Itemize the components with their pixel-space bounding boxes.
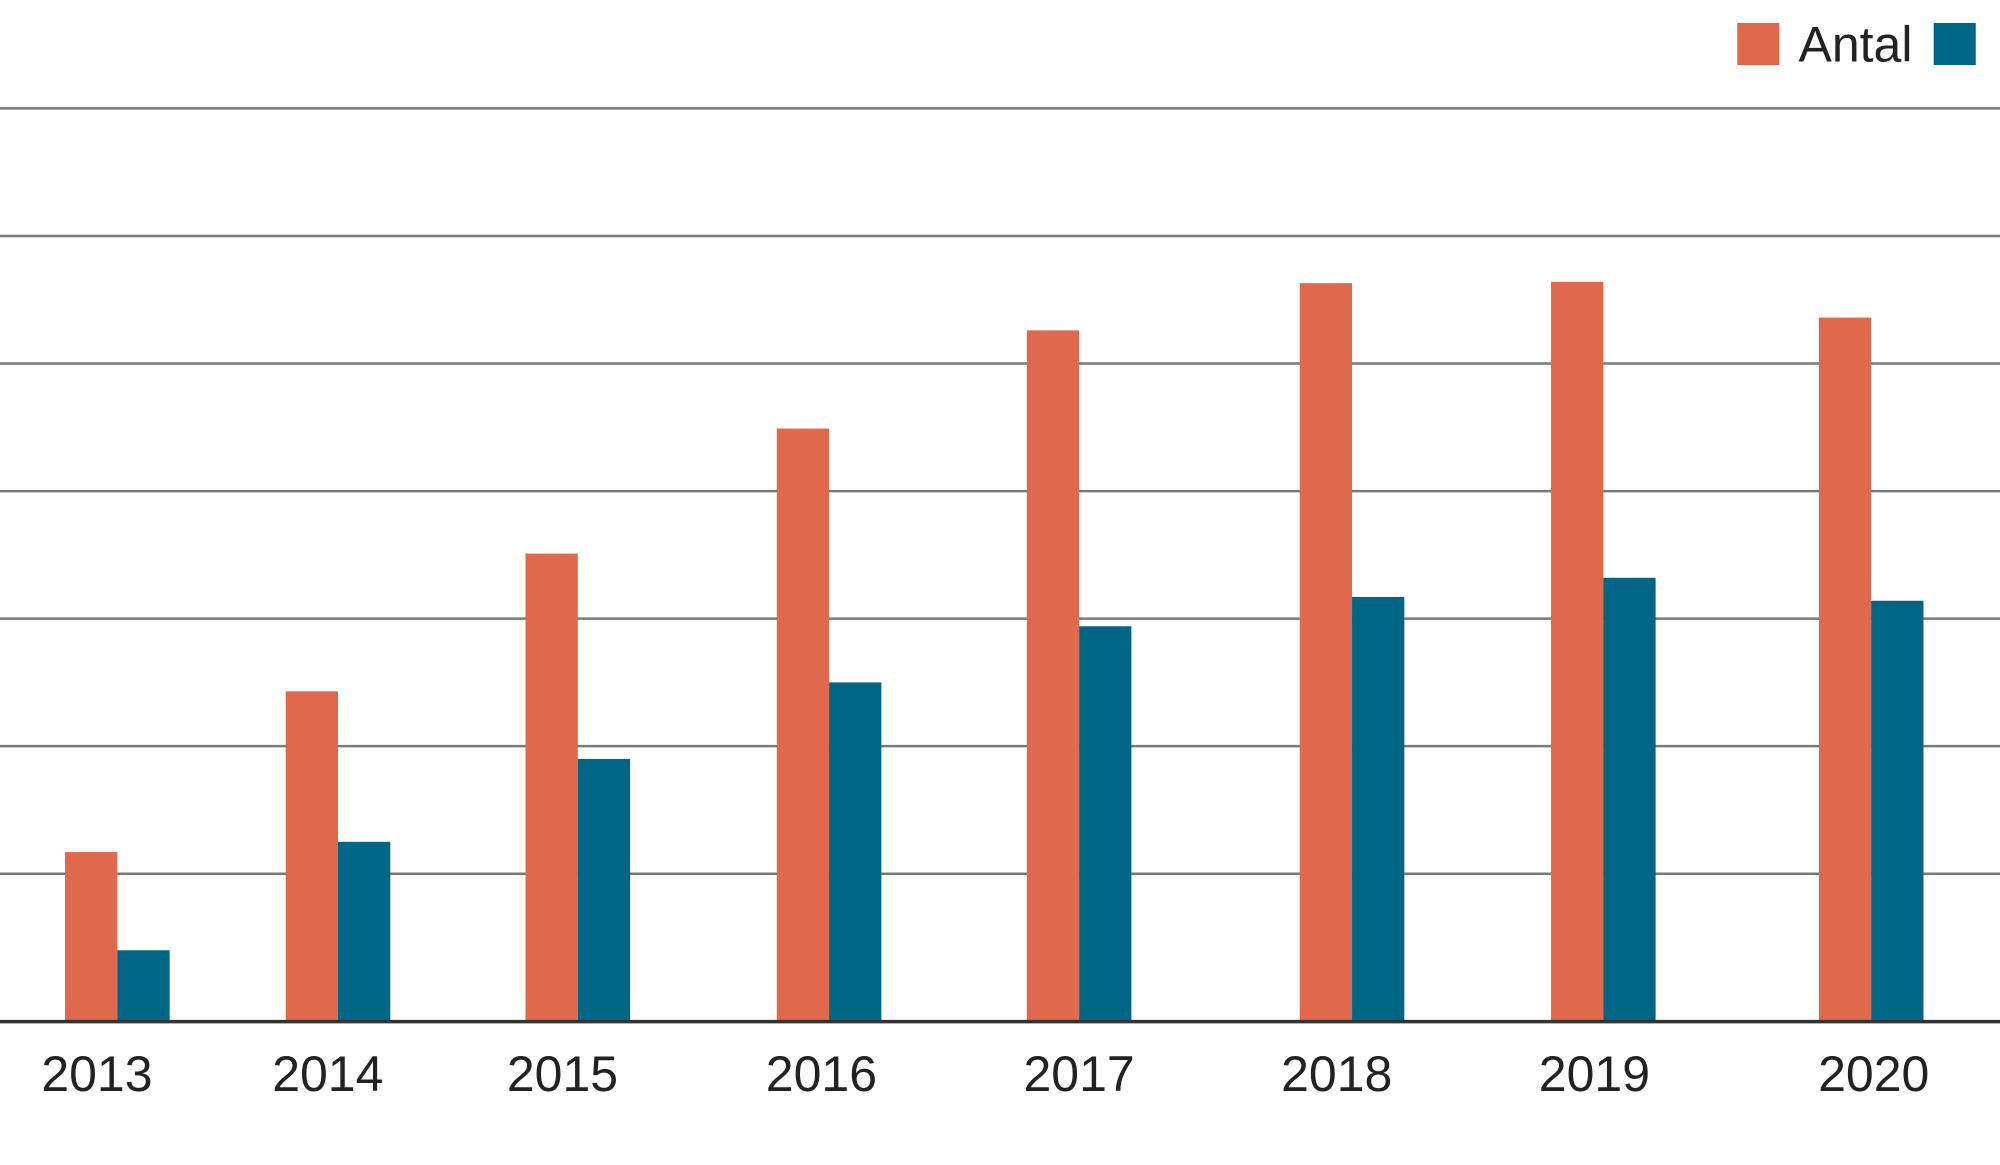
x-tick-label: 2019 [1539, 1046, 1650, 1102]
x-tick-label: 2017 [1023, 1046, 1134, 1102]
bar [1551, 281, 1604, 1022]
bar [525, 553, 578, 1022]
bar [1026, 330, 1080, 1022]
bar [338, 841, 391, 1022]
bar [117, 950, 170, 1022]
bar [577, 758, 631, 1022]
legend-swatch [1737, 22, 1780, 66]
bar [285, 691, 339, 1022]
bar [65, 852, 118, 1022]
legend-swatch [1933, 22, 1976, 66]
x-tick-label: 2015 [507, 1046, 618, 1102]
bar [1603, 577, 1656, 1022]
x-tick-label: 2016 [766, 1046, 877, 1102]
bar [776, 428, 830, 1022]
x-tick-label: 2013 [41, 1046, 152, 1102]
bar [1818, 317, 1872, 1022]
bar [1299, 283, 1353, 1022]
x-tick-label: 2014 [272, 1046, 383, 1102]
bar [829, 682, 882, 1022]
legend-label: Antal [1798, 17, 1912, 73]
bar [1352, 596, 1405, 1022]
bar [1079, 626, 1132, 1022]
x-tick-label: 2018 [1281, 1046, 1392, 1102]
bar [1871, 600, 1924, 1022]
x-tick-label: 2020 [1818, 1046, 1929, 1102]
